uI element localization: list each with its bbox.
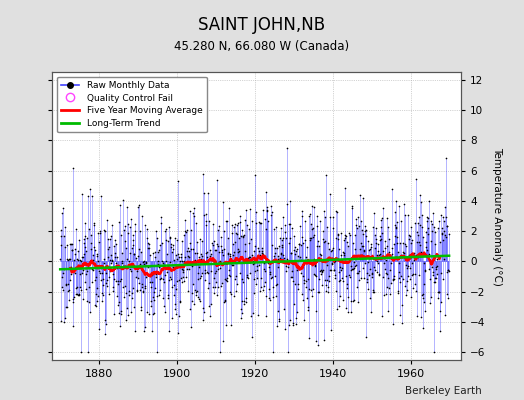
Text: 45.280 N, 66.080 W (Canada): 45.280 N, 66.080 W (Canada)	[174, 40, 350, 53]
Text: SAINT JOHN,NB: SAINT JOHN,NB	[199, 16, 325, 34]
Text: Berkeley Earth: Berkeley Earth	[406, 386, 482, 396]
Y-axis label: Temperature Anomaly (°C): Temperature Anomaly (°C)	[492, 146, 502, 286]
Legend: Raw Monthly Data, Quality Control Fail, Five Year Moving Average, Long-Term Tren: Raw Monthly Data, Quality Control Fail, …	[57, 76, 207, 132]
